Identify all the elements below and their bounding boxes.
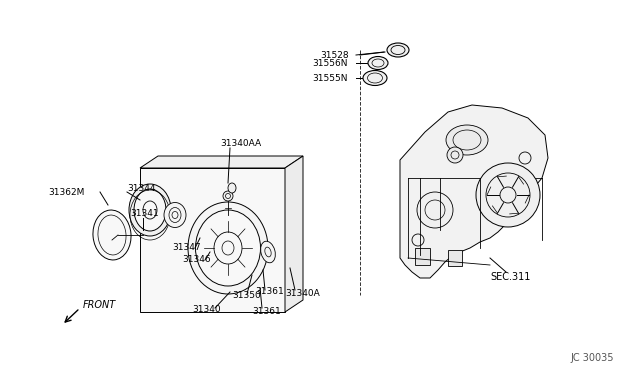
Text: 31340: 31340 [192, 305, 221, 314]
Circle shape [447, 147, 463, 163]
Ellipse shape [134, 189, 166, 231]
Text: 31528: 31528 [320, 51, 349, 60]
Ellipse shape [93, 210, 131, 260]
Ellipse shape [260, 241, 275, 263]
Ellipse shape [387, 43, 409, 57]
Text: 31362M: 31362M [48, 187, 84, 196]
Polygon shape [285, 156, 303, 312]
Ellipse shape [129, 184, 171, 236]
Ellipse shape [228, 183, 236, 193]
Circle shape [223, 191, 233, 201]
Circle shape [476, 163, 540, 227]
Text: 31556N: 31556N [312, 58, 348, 67]
Ellipse shape [195, 210, 260, 286]
Text: 31347: 31347 [172, 244, 200, 253]
Text: 31350: 31350 [232, 292, 260, 301]
Text: 31361: 31361 [255, 288, 284, 296]
Text: JC 30035: JC 30035 [570, 353, 614, 363]
Text: SEC.311: SEC.311 [490, 272, 531, 282]
Ellipse shape [164, 202, 186, 228]
Polygon shape [448, 250, 462, 266]
Text: 31340A: 31340A [285, 289, 320, 298]
Polygon shape [140, 156, 303, 168]
Text: 31340AA: 31340AA [220, 138, 261, 148]
Polygon shape [140, 168, 285, 312]
Text: 31344: 31344 [127, 183, 156, 192]
Text: 31346: 31346 [182, 256, 211, 264]
Ellipse shape [446, 125, 488, 155]
Polygon shape [415, 248, 430, 265]
Text: 31341: 31341 [130, 208, 159, 218]
Text: FRONT: FRONT [83, 300, 116, 310]
Ellipse shape [368, 57, 388, 70]
Ellipse shape [363, 71, 387, 86]
Polygon shape [400, 105, 548, 278]
Text: 31555N: 31555N [312, 74, 348, 83]
Text: 31361: 31361 [252, 307, 281, 315]
Circle shape [417, 192, 453, 228]
Ellipse shape [188, 202, 268, 294]
